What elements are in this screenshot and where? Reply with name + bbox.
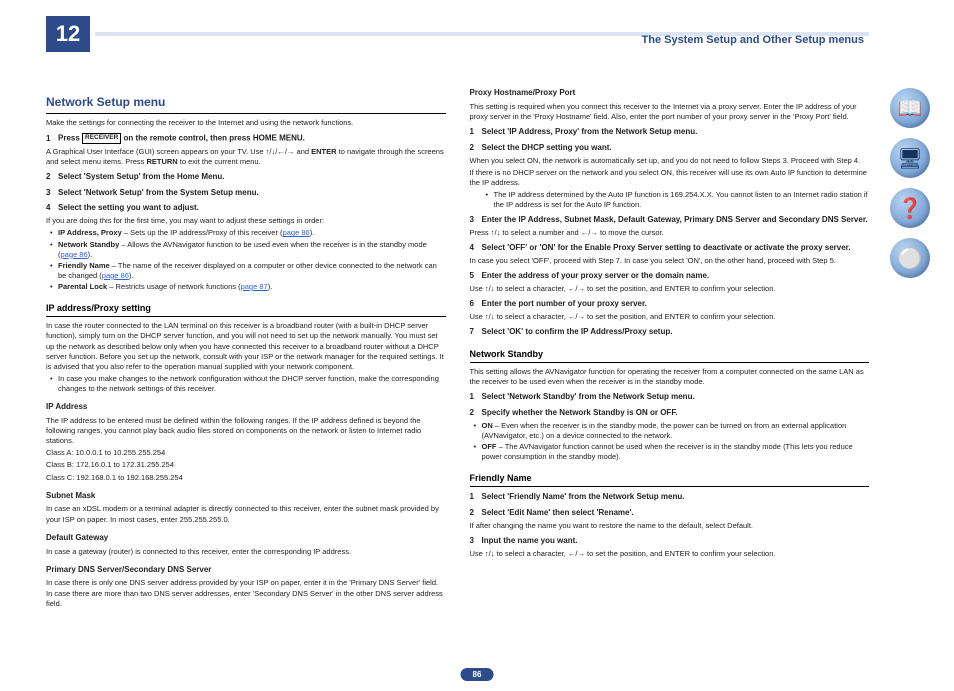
heading-default-gateway: Default Gateway — [46, 533, 446, 544]
step-4: 4Select the setting you want to adjust. — [46, 203, 446, 214]
proxy-step-5: 5Enter the address of your proxy server … — [470, 271, 870, 282]
fn-step-2: 2Select 'Edit Name' then select 'Rename'… — [470, 508, 870, 519]
proxy-step-4: 4Select 'OFF' or 'ON' for the Enable Pro… — [470, 243, 870, 254]
right-column: Proxy Hostname/Proxy Port This setting i… — [470, 88, 870, 661]
proxy-body: This setting is required when you connec… — [470, 102, 870, 122]
proxy-step-1: 1Select 'IP Address, Proxy' from the Net… — [470, 127, 870, 138]
content-body: Network Setup menu Make the settings for… — [46, 88, 869, 661]
fn-step-3: 3Input the name you want. — [470, 536, 870, 547]
ns-step-2: 2Specify whether the Network Standby is … — [470, 408, 870, 419]
gateway-body: In case a gateway (router) is connected … — [46, 547, 446, 557]
step-2: 2Select 'System Setup' from the Home Men… — [46, 172, 446, 183]
ns-step-1: 1Select 'Network Standby' from the Netwo… — [470, 392, 870, 403]
ip-address-body: The IP address to be entered must be def… — [46, 416, 446, 446]
receiver-key-icon: RECEIVER — [82, 133, 121, 144]
proxy-step-7: 7Select 'OK' to confirm the IP Address/P… — [470, 327, 870, 338]
heading-ip-address: IP Address — [46, 402, 446, 413]
subnet-mask-body: In case an xDSL modem or a terminal adap… — [46, 504, 446, 524]
link-page-86-c[interactable]: page 86 — [102, 271, 129, 280]
page-header: 12 The System Setup and Other Setup menu… — [0, 16, 954, 58]
step1-a: Press — [58, 134, 80, 143]
heading-proxy-host: Proxy Hostname/Proxy Port — [470, 88, 870, 99]
blank-icon[interactable]: ⚪ — [890, 238, 930, 278]
ns-bullet-on: ON – Even when the receiver is in the st… — [470, 421, 870, 441]
book-icon[interactable]: 📖 — [890, 88, 930, 128]
step-3: 3Select 'Network Setup' from the System … — [46, 188, 446, 199]
intro-text: Make the settings for connecting the rec… — [46, 118, 446, 128]
bullet-parental-lock: Parental Lock – Restricts usage of netwo… — [46, 282, 446, 292]
subsection-friendly-name: Friendly Name — [470, 472, 870, 487]
ps2-bullet: The IP address determined by the Auto IP… — [482, 190, 870, 210]
link-page-86-a[interactable]: page 86 — [283, 228, 310, 237]
ps4-body: In case you select 'OFF', proceed with S… — [470, 256, 870, 266]
heading-subnet-mask: Subnet Mask — [46, 491, 446, 502]
bullet-friendly-name: Friendly Name – The name of the receiver… — [46, 261, 446, 281]
step1-body: A Graphical User Interface (GUI) screen … — [46, 147, 446, 167]
section-network-setup: Network Setup menu — [46, 94, 446, 114]
step-1: 1Press RECEIVER on the remote control, t… — [46, 133, 446, 144]
subsection-ip-proxy: IP address/Proxy setting — [46, 302, 446, 317]
fn2-body: If after changing the name you want to r… — [470, 521, 870, 531]
ps5-body: Use ↑/↓ to select a character, ←/→ to se… — [470, 284, 870, 294]
subsection-network-standby: Network Standby — [470, 348, 870, 363]
ps3-body: Press ↑/↓ to select a number and ←/→ to … — [470, 228, 870, 238]
proxy-step-2: 2Select the DHCP setting you want. — [470, 143, 870, 154]
step1-b: on the remote control, then press HOME M… — [124, 134, 305, 143]
class-a: Class A: 10.0.0.1 to 10.255.255.254 — [46, 448, 446, 458]
header-title: The System Setup and Other Setup menus — [642, 34, 865, 46]
sidebar-nav-icons: 📖 🖥 ❓ ⚪ — [890, 88, 936, 278]
class-b: Class B: 172.16.0.1 to 172.31.255.254 — [46, 460, 446, 470]
bullet-ip-proxy: IP Address, Proxy – Sets up the IP addre… — [46, 228, 446, 238]
ns-bullet-off: OFF – The AVNavigator function cannot be… — [470, 442, 870, 462]
monitor-icon[interactable]: 🖥 — [890, 138, 930, 178]
left-column: Network Setup menu Make the settings for… — [46, 88, 446, 661]
ps2-body-2: If there is no DHCP server on the networ… — [470, 168, 870, 188]
class-c: Class C: 192.168.0.1 to 192.168.255.254 — [46, 473, 446, 483]
dns-body: In case there is only one DNS server add… — [46, 578, 446, 608]
heading-dns: Primary DNS Server/Secondary DNS Server — [46, 565, 446, 576]
chapter-number-badge: 12 — [46, 16, 90, 52]
fn-step-1: 1Select 'Friendly Name' from the Network… — [470, 492, 870, 503]
ip-note-bullet: In case you make changes to the network … — [46, 374, 446, 394]
proxy-step-3: 3Enter the IP Address, Subnet Mask, Defa… — [470, 215, 870, 226]
step4-body: If you are doing this for the first time… — [46, 216, 446, 226]
bullet-network-standby: Network Standby – Allows the AVNavigator… — [46, 240, 446, 260]
ps6-body: Use ↑/↓ to select a character, ←/→ to se… — [470, 312, 870, 322]
ip-proxy-body: In case the router connected to the LAN … — [46, 321, 446, 372]
ns-body: This setting allows the AVNavigator func… — [470, 367, 870, 387]
link-page-87[interactable]: page 87 — [241, 282, 268, 291]
help-icon[interactable]: ❓ — [890, 188, 930, 228]
ps2-body: When you select ON, the network is autom… — [470, 156, 870, 166]
fn3-body: Use ↑/↓ to select a character, ←/→ to se… — [470, 549, 870, 559]
proxy-step-6: 6Enter the port number of your proxy ser… — [470, 299, 870, 310]
link-page-86-b[interactable]: page 86 — [61, 250, 88, 259]
